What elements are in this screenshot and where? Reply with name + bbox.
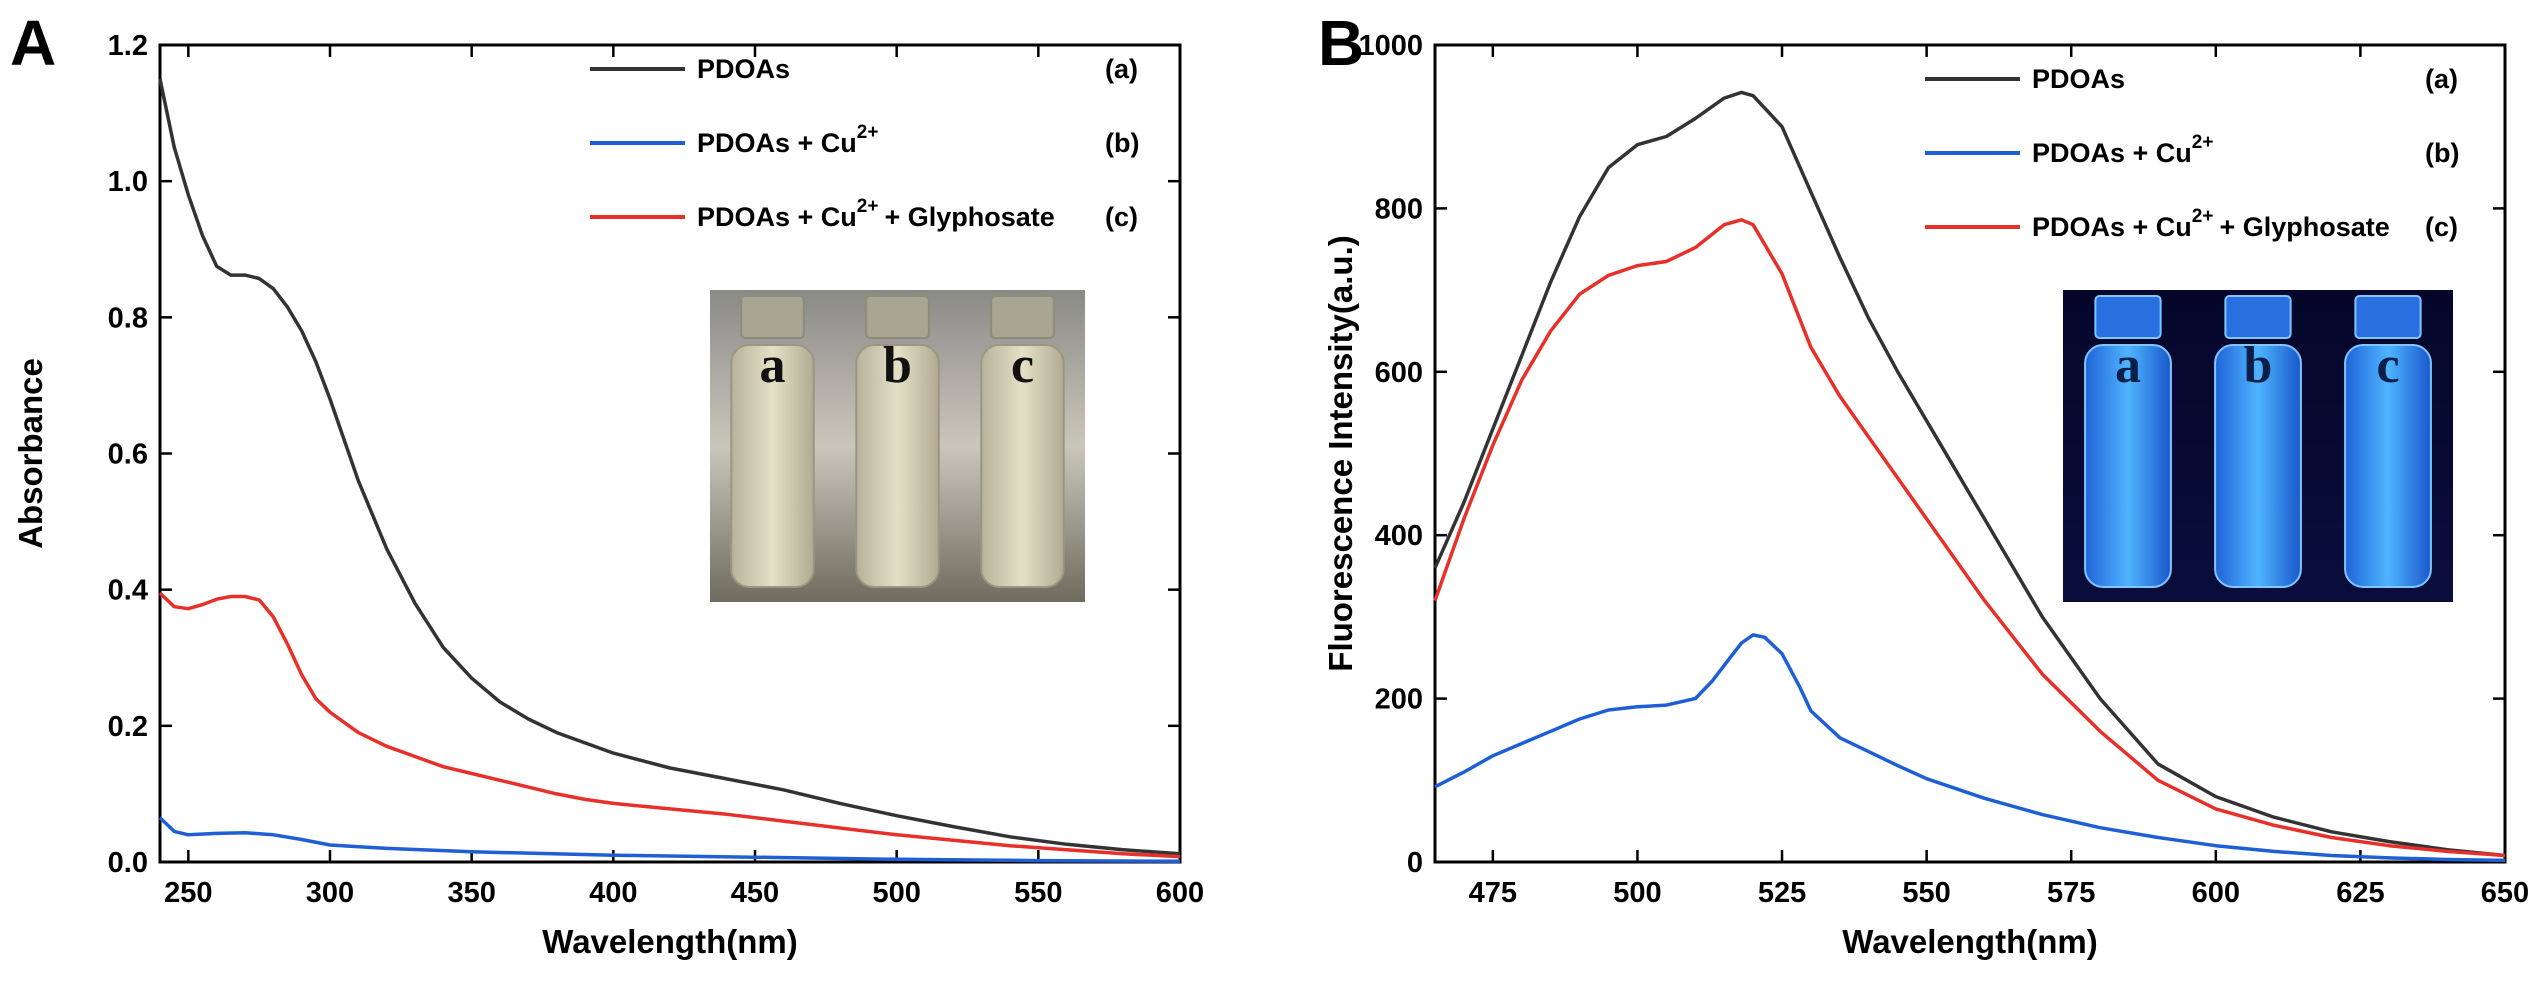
panel-label: B	[1318, 7, 1364, 79]
legend-superscript: 2+	[857, 122, 879, 143]
x-tick-label: 300	[306, 877, 354, 909]
legend-text: PDOAs + Cu	[697, 202, 857, 232]
x-tick-label: 650	[2481, 877, 2529, 909]
legend-entry: PDOAs + Cu2+	[697, 122, 878, 158]
vial-label: c	[1011, 337, 1034, 394]
y-tick-label: 0	[1407, 847, 1423, 879]
legend-text: PDOAs	[697, 54, 790, 84]
vial: a	[2084, 295, 2172, 588]
vial-cap	[865, 295, 930, 339]
plot-frame	[1433, 43, 2507, 864]
series-line-2	[158, 816, 1181, 864]
panel-b: Ba b c 475 500 525 550 575 600 625 650 0 200 400 600 80…	[1318, 7, 2529, 960]
vial-body	[730, 344, 815, 588]
y-tick-label: 1.0	[108, 166, 148, 198]
series-line-3	[158, 591, 1181, 859]
y-axis-title: Absorbance	[12, 358, 49, 549]
vial: c	[980, 295, 1065, 588]
x-tick-label: 250	[164, 877, 212, 909]
legend-entry: PDOAs	[697, 54, 790, 84]
vial-label: a	[760, 337, 786, 394]
vial: c	[2344, 295, 2432, 588]
y-tick-label: 0.6	[108, 439, 148, 471]
y-tick-label: 0.4	[108, 575, 148, 607]
vial-body	[2214, 344, 2302, 588]
x-tick-label: 600	[1156, 877, 1204, 909]
vial-body	[980, 344, 1065, 588]
vial-body	[2344, 344, 2432, 588]
legend-text: PDOAs + Cu	[2032, 212, 2192, 242]
panel-a: Aa b c 250 300 350 400 450 500 550 600 0.0 0.2 0.4 0.6…	[10, 7, 1204, 960]
vial-cap	[2354, 295, 2422, 339]
legend-tag: (c)	[1105, 202, 1138, 232]
y-axis-title: Fluorescence Intensity(a.u.)	[1322, 235, 1359, 671]
vial: a	[730, 295, 815, 588]
y-tick-label: 0.2	[108, 711, 148, 743]
vial-body	[855, 344, 940, 588]
y-tick-label: 200	[1375, 684, 1423, 716]
series-line-2	[1434, 633, 2506, 863]
vial: b	[2214, 295, 2302, 588]
series-line-1	[158, 78, 1181, 856]
vial-cap	[2224, 295, 2292, 339]
legend-entry: PDOAs + Cu2+ + Glyphosate	[697, 196, 1055, 232]
vial: b	[855, 295, 940, 588]
legend-entry: PDOAs	[2032, 64, 2125, 94]
vial-label: a	[2115, 337, 2141, 394]
legend-entry: PDOAs + Cu2+	[2032, 132, 2213, 168]
x-tick-label: 475	[1469, 877, 1517, 909]
y-tick-label: 0.8	[108, 302, 148, 334]
y-tick-label: 0.0	[108, 847, 148, 879]
series-line-3	[1433, 218, 2506, 858]
legend-tag: (c)	[2425, 212, 2458, 242]
x-tick-label: 400	[589, 877, 637, 909]
legend-text: PDOAs + Cu	[2032, 138, 2192, 168]
vial-label: c	[2376, 337, 2399, 394]
legend-tag: (a)	[2425, 64, 2458, 94]
vial-cap	[740, 295, 805, 339]
legend-tag: (b)	[2425, 138, 2459, 168]
x-tick-label: 450	[731, 877, 779, 909]
vial-cap	[2094, 295, 2162, 339]
x-axis-title: Wavelength(nm)	[1842, 923, 2097, 960]
panel-label: A	[10, 7, 56, 79]
x-tick-label: 500	[1613, 877, 1661, 909]
vial-body	[2084, 344, 2172, 588]
legend-entry: PDOAs + Cu2+ + Glyphosate	[2032, 206, 2390, 242]
legend-superscript: 2+	[857, 196, 879, 217]
vial-label: b	[2244, 337, 2273, 394]
legend-tag: (b)	[1105, 128, 1139, 158]
x-tick-label: 550	[1014, 877, 1062, 909]
legend-tail: + Glyphosate	[884, 202, 1054, 232]
x-tick-label: 500	[872, 877, 920, 909]
x-tick-label: 525	[1758, 877, 1806, 909]
legend-tag: (a)	[1105, 54, 1138, 84]
vial-label: b	[883, 337, 912, 394]
x-tick-label: 625	[2336, 877, 2384, 909]
series-line-1	[1433, 90, 2506, 858]
legend-tail: + Glyphosate	[2219, 212, 2389, 242]
x-tick-label: 550	[1902, 877, 1950, 909]
y-tick-label: 400	[1375, 520, 1423, 552]
y-tick-label: 800	[1375, 193, 1423, 225]
y-tick-label: 1.2	[108, 30, 148, 62]
legend-text: PDOAs + Cu	[697, 128, 857, 158]
x-axis-title: Wavelength(nm)	[542, 923, 797, 960]
inset-photo: a b c	[710, 290, 1085, 602]
y-tick-label: 1000	[1358, 30, 1423, 62]
x-tick-label: 575	[2047, 877, 2095, 909]
x-tick-label: 350	[447, 877, 495, 909]
x-tick-label: 600	[2192, 877, 2240, 909]
legend-superscript: 2+	[2192, 132, 2214, 153]
vial-cap	[990, 295, 1055, 339]
legend-superscript: 2+	[2192, 206, 2214, 227]
legend-text: PDOAs	[2032, 64, 2125, 94]
y-tick-label: 600	[1375, 357, 1423, 389]
inset-photo: a b c	[2063, 290, 2453, 602]
